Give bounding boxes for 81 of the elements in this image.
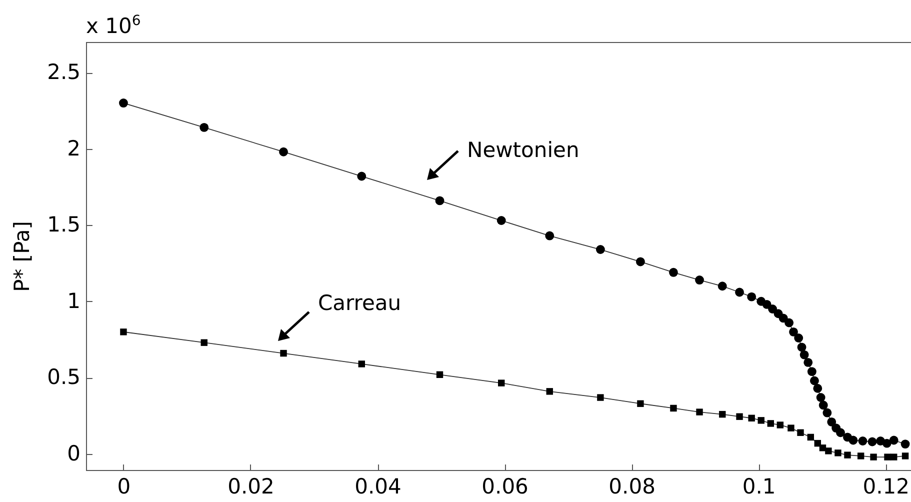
point <box>748 414 755 422</box>
point <box>825 448 832 454</box>
point <box>762 300 772 309</box>
point <box>670 404 677 412</box>
point <box>889 436 898 445</box>
x-tick-label: 0.02 <box>228 474 274 498</box>
point <box>858 436 868 446</box>
point <box>836 428 845 438</box>
annotation: Newtonien <box>467 138 580 162</box>
point <box>813 384 822 393</box>
point <box>818 400 828 410</box>
point <box>119 98 128 108</box>
point <box>827 417 836 426</box>
point <box>816 393 826 402</box>
point <box>200 122 209 132</box>
point <box>870 454 877 460</box>
annotation: Carreau <box>318 291 402 315</box>
point <box>546 388 553 395</box>
y-tick-label: 2 <box>67 136 80 160</box>
point <box>797 429 804 436</box>
y-tick-label: 0 <box>67 441 80 466</box>
point <box>822 408 832 418</box>
point <box>784 318 794 328</box>
x-tick-label: 0.12 <box>862 474 910 498</box>
point <box>545 231 554 240</box>
point <box>436 371 444 378</box>
point <box>868 437 877 446</box>
y-tick-label: 0.5 <box>47 365 80 390</box>
x-tick-label: 0.06 <box>482 474 528 498</box>
point <box>736 413 743 420</box>
point <box>768 304 778 314</box>
point <box>696 408 703 416</box>
point <box>358 360 365 368</box>
point <box>834 450 842 456</box>
point <box>498 380 505 386</box>
point <box>800 350 809 360</box>
point <box>758 417 764 424</box>
point <box>804 358 813 367</box>
point <box>857 452 864 460</box>
point <box>810 376 819 386</box>
point <box>882 438 892 448</box>
point <box>636 257 645 266</box>
point <box>767 420 774 427</box>
y-tick-label: 1 <box>67 288 80 313</box>
text: x 10$^{6}$ <box>86 13 141 38</box>
x-tick-label: 0.08 <box>608 474 656 498</box>
point <box>435 196 444 206</box>
point <box>357 172 366 181</box>
point <box>120 328 127 336</box>
point <box>637 400 644 407</box>
point <box>280 350 287 357</box>
point <box>797 342 806 352</box>
y-axis-title: P* [Pa] <box>10 221 34 292</box>
y-tick-label: 2.5 <box>47 60 80 84</box>
point <box>900 440 910 449</box>
x-tick-label: 0 <box>117 474 131 498</box>
point <box>848 436 858 445</box>
point <box>794 334 804 342</box>
point <box>200 339 208 346</box>
point <box>844 452 851 458</box>
x-tick-label: 0.04 <box>354 474 402 498</box>
point <box>807 367 816 376</box>
point <box>788 424 794 432</box>
point <box>776 422 784 428</box>
x-tick-label: 0.1 <box>742 474 776 498</box>
point <box>596 245 605 254</box>
point <box>747 292 756 302</box>
point <box>890 454 898 460</box>
point <box>279 147 288 156</box>
point <box>695 276 704 284</box>
point <box>735 288 744 297</box>
point <box>669 268 678 277</box>
point <box>902 452 909 460</box>
point <box>496 216 506 225</box>
y-tick-label: 1.5 <box>47 212 80 237</box>
point <box>789 327 798 336</box>
point <box>884 454 891 460</box>
point <box>597 394 604 401</box>
point <box>718 282 727 291</box>
point <box>807 434 814 441</box>
point <box>719 410 726 418</box>
